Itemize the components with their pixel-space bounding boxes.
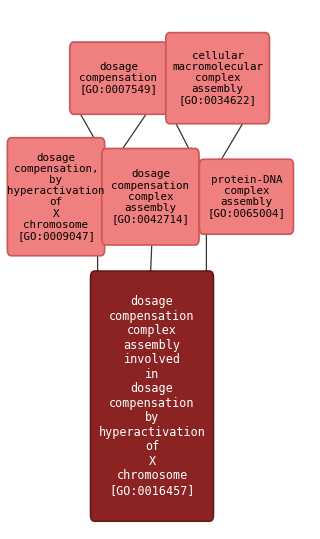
Text: dosage
compensation
complex
assembly
[GO:0042714]: dosage compensation complex assembly [GO… [111, 169, 189, 224]
FancyBboxPatch shape [166, 32, 269, 124]
FancyBboxPatch shape [70, 42, 167, 114]
Text: cellular
macromolecular
complex
assembly
[GO:0034622]: cellular macromolecular complex assembly… [172, 51, 263, 106]
FancyBboxPatch shape [102, 148, 199, 245]
Text: protein-DNA
complex
assembly
[GO:0065004]: protein-DNA complex assembly [GO:0065004… [207, 175, 285, 218]
Text: dosage
compensation
complex
assembly
involved
in
dosage
compensation
by
hyperact: dosage compensation complex assembly inv… [99, 295, 205, 497]
Text: dosage
compensation
[GO:0007549]: dosage compensation [GO:0007549] [79, 62, 157, 94]
FancyBboxPatch shape [7, 138, 105, 256]
FancyBboxPatch shape [199, 160, 293, 234]
Text: dosage
compensation,
by
hyperactivation
of
X
chromosome
[GO:0009047]: dosage compensation, by hyperactivation … [7, 153, 105, 241]
FancyBboxPatch shape [91, 271, 213, 521]
